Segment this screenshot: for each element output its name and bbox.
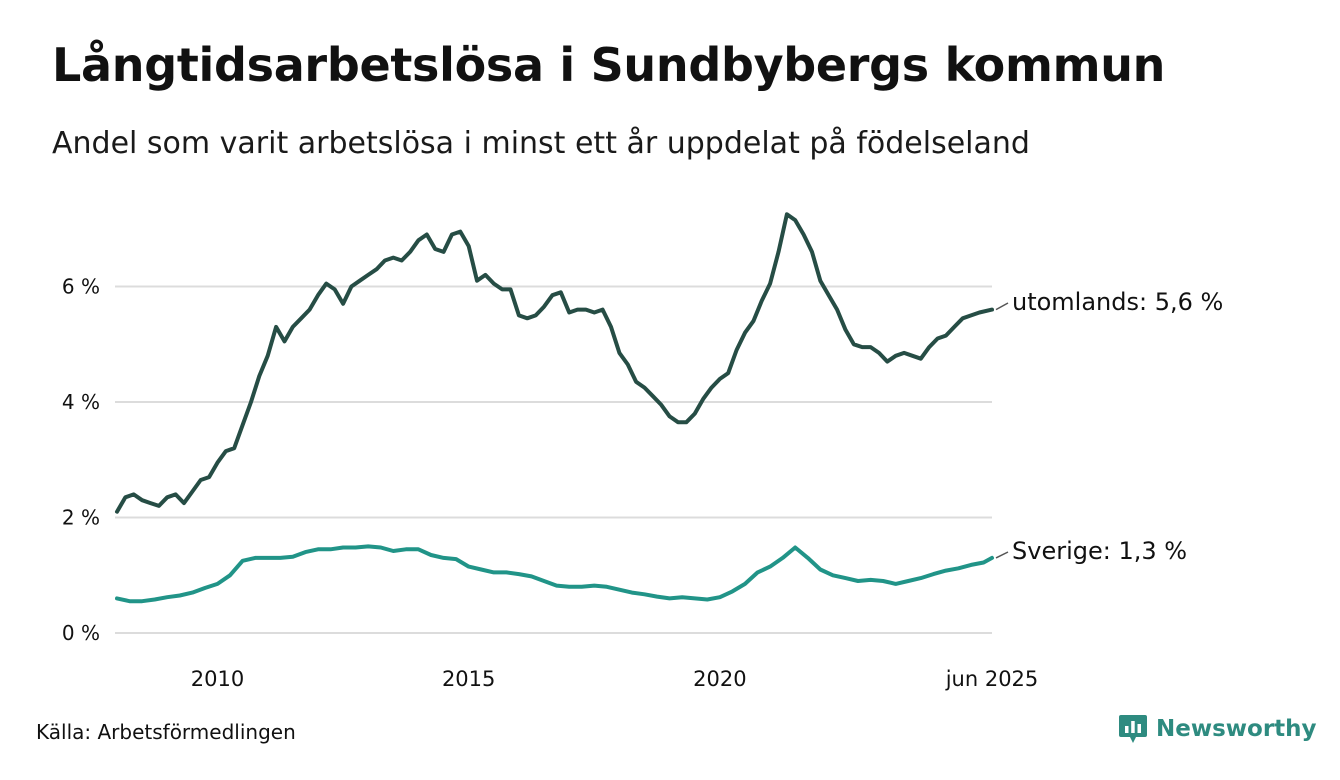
x-tick-label: jun 2025 bbox=[945, 667, 1039, 691]
end-labels: utomlands: 5,6 % Sverige: 1,3 % bbox=[995, 288, 1223, 565]
source-note: Källa: Arbetsförmedlingen bbox=[36, 720, 296, 744]
x-tick-label: 2015 bbox=[442, 667, 495, 691]
series-layer bbox=[115, 212, 994, 604]
end-label-leader bbox=[995, 551, 1009, 559]
end-label-Sverige: Sverige: 1,3 % bbox=[1012, 537, 1187, 565]
x-tick-label: 2020 bbox=[693, 667, 746, 691]
gridlines bbox=[115, 285, 992, 634]
y-tick-label: 6 % bbox=[62, 275, 100, 299]
end-label-utomlands: utomlands: 5,6 % bbox=[1012, 288, 1223, 316]
newsworthy-logo-icon bbox=[1119, 715, 1147, 743]
x-axis: 2010 2015 2020 jun 2025 bbox=[191, 667, 1039, 691]
end-label-leader bbox=[995, 302, 1009, 311]
brand-name: Newsworthy bbox=[1156, 716, 1317, 742]
series-line-utomlands bbox=[115, 212, 994, 514]
brand-logo: Newsworthy bbox=[1118, 713, 1317, 745]
y-axis: 0 % 2 % 4 % 6 % bbox=[62, 275, 100, 646]
y-tick-label: 4 % bbox=[62, 390, 100, 414]
x-tick-label: 2010 bbox=[191, 667, 244, 691]
series-line-Sverige bbox=[115, 544, 994, 604]
y-tick-label: 2 % bbox=[62, 506, 100, 530]
chart-title: Långtidsarbetslösa i Sundbybergs kommun bbox=[52, 38, 1166, 92]
y-tick-label: 0 % bbox=[62, 621, 100, 645]
chart-subtitle: Andel som varit arbetslösa i minst ett å… bbox=[52, 126, 1030, 161]
